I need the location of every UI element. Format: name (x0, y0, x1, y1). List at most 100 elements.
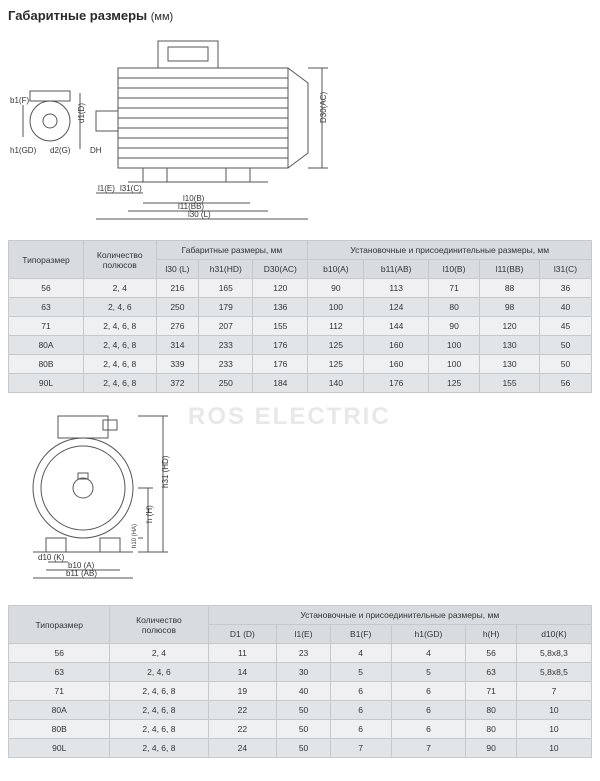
lbl-d1D: d1(D) (77, 103, 86, 123)
t2-col: h1(GD) (391, 625, 466, 644)
cell-value: 24 (208, 739, 277, 758)
cell-value: 22 (208, 701, 277, 720)
t1-h-group1: Габаритные размеры, мм (156, 241, 308, 260)
lbl-DH: DH (90, 146, 102, 155)
cell-value: 40 (539, 298, 591, 317)
table-row: 80A2, 4, 6, 831423317612516010013050 (9, 336, 592, 355)
lbl-b1F: b1(F) (10, 96, 29, 105)
t2-col: B1(F) (330, 625, 391, 644)
t1-col: l31(C) (539, 260, 591, 279)
cell-poles: 2, 4, 6, 8 (110, 739, 208, 758)
cell-value: 130 (480, 336, 540, 355)
cell-value: 90 (308, 279, 364, 298)
cell-value: 125 (429, 374, 480, 393)
cell-value: 130 (480, 355, 540, 374)
t1-h-poles: Количество полюсов (84, 241, 157, 279)
cell-size: 90L (9, 739, 110, 758)
cell-value: 120 (253, 279, 308, 298)
cell-size: 80B (9, 355, 84, 374)
dimensions-table-1: Типоразмер Количество полюсов Габаритные… (8, 240, 592, 393)
cell-value: 207 (199, 317, 253, 336)
cell-value: 90 (429, 317, 480, 336)
cell-value: 22 (208, 720, 277, 739)
cell-value: 10 (516, 720, 591, 739)
table-row: 562, 4112344565,8x8,3 (9, 644, 592, 663)
cell-poles: 2, 4, 6, 8 (110, 701, 208, 720)
cell-value: 100 (429, 355, 480, 374)
t2-col: l1(E) (277, 625, 331, 644)
cell-value: 165 (199, 279, 253, 298)
cell-value: 120 (480, 317, 540, 336)
cell-value: 155 (480, 374, 540, 393)
cell-value: 140 (308, 374, 364, 393)
cell-poles: 2, 4, 6 (84, 298, 157, 317)
t2-col: D1 (D) (208, 625, 277, 644)
cell-value: 136 (253, 298, 308, 317)
cell-value: 11 (208, 644, 277, 663)
cell-value: 5,8x8,3 (516, 644, 591, 663)
cell-value: 125 (308, 355, 364, 374)
t1-col: h31(HD) (199, 260, 253, 279)
motor-side-diagram: b1(F) d1(D) h1(GD) d2(G) DH D30(AC) l1(E… (8, 33, 592, 225)
t1-col: b10(A) (308, 260, 364, 279)
cell-value: 250 (156, 298, 199, 317)
cell-poles: 2, 4, 6, 8 (84, 317, 157, 336)
cell-poles: 2, 4, 6, 8 (84, 336, 157, 355)
cell-value: 80 (466, 701, 517, 720)
lbl2-d10K: d10 (K) (38, 553, 65, 562)
cell-poles: 2, 4 (84, 279, 157, 298)
table-row: 562, 421616512090113718836 (9, 279, 592, 298)
cell-size: 90L (9, 374, 84, 393)
cell-value: 5 (330, 663, 391, 682)
table-row: 80B2, 4, 6, 833923317612516010013050 (9, 355, 592, 374)
cell-value: 5,8x8,5 (516, 663, 591, 682)
lbl2-b11AB: b11 (AB) (66, 569, 97, 578)
table-row: 80A2, 4, 6, 82250668010 (9, 701, 592, 720)
cell-value: 100 (308, 298, 364, 317)
cell-value: 4 (391, 644, 466, 663)
cell-value: 6 (391, 720, 466, 739)
cell-value: 160 (364, 336, 429, 355)
cell-value: 90 (466, 739, 517, 758)
lbl-D30AC: D30(AC) (319, 92, 328, 123)
cell-value: 88 (480, 279, 540, 298)
cell-value: 179 (199, 298, 253, 317)
t2-h-poles: Количество полюсов (110, 606, 208, 644)
table-row: 90L2, 4, 6, 82450779010 (9, 739, 592, 758)
t1-col: l10(B) (429, 260, 480, 279)
cell-size: 56 (9, 644, 110, 663)
t1-col: b11(AB) (364, 260, 429, 279)
t1-h-size: Типоразмер (9, 241, 84, 279)
cell-poles: 2, 4, 6 (110, 663, 208, 682)
lbl-l31C: l31(C) (120, 184, 142, 193)
cell-value: 5 (391, 663, 466, 682)
t1-col: D30(AC) (253, 260, 308, 279)
lbl-h1GD: h1(GD) (10, 146, 37, 155)
cell-value: 155 (253, 317, 308, 336)
lbl-l1E: l1(E) (98, 184, 115, 193)
motor-front-diagram: h31 (HD) h (H) h10 (HA) d10 (K) b10 (A) … (8, 408, 592, 590)
cell-value: 233 (199, 355, 253, 374)
table-row: 90L2, 4, 6, 837225018414017612515556 (9, 374, 592, 393)
t1-col: l11(BB) (480, 260, 540, 279)
cell-size: 80B (9, 720, 110, 739)
cell-value: 56 (466, 644, 517, 663)
t2-col: d10(K) (516, 625, 591, 644)
cell-value: 125 (308, 336, 364, 355)
cell-poles: 2, 4, 6, 8 (84, 374, 157, 393)
t1-h-group2: Установочные и присоединительные размеры… (308, 241, 592, 260)
cell-value: 113 (364, 279, 429, 298)
cell-value: 7 (516, 682, 591, 701)
t2-h-size: Типоразмер (9, 606, 110, 644)
cell-size: 71 (9, 682, 110, 701)
cell-value: 10 (516, 701, 591, 720)
page-title: Габаритные размеры (мм) (8, 8, 592, 23)
cell-poles: 2, 4, 6, 8 (110, 682, 208, 701)
table-row: 712, 4, 6, 82762071551121449012045 (9, 317, 592, 336)
cell-value: 7 (391, 739, 466, 758)
cell-value: 4 (330, 644, 391, 663)
title-unit: (мм) (151, 11, 173, 23)
cell-value: 144 (364, 317, 429, 336)
cell-value: 6 (330, 720, 391, 739)
cell-value: 19 (208, 682, 277, 701)
